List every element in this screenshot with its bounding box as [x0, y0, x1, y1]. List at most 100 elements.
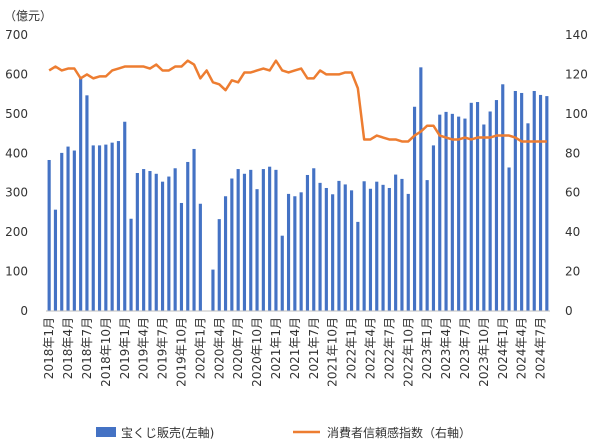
x-tick-label-1: 2018年4月	[61, 317, 75, 379]
bar-1	[53, 209, 58, 311]
bar-36	[274, 169, 278, 311]
bar-76	[526, 123, 530, 311]
left-tick-label-3: 300	[5, 186, 28, 200]
bar-24	[198, 203, 202, 311]
bar-50	[362, 181, 366, 311]
bar-16	[148, 171, 152, 311]
left-axis-ticks: 0 100 200 300 400 500 600 700	[5, 28, 28, 318]
x-tick-label-23: 2023年10月	[477, 317, 491, 387]
bar-46	[337, 180, 341, 311]
bar-13	[129, 218, 133, 311]
bar-53	[381, 184, 385, 311]
bar-7	[91, 145, 95, 311]
bar-60	[425, 180, 429, 311]
bar-28	[223, 196, 228, 311]
x-tick-label-15: 2021年10月	[326, 317, 340, 387]
bar-48	[349, 190, 354, 311]
x-tick-label-14: 2021年7月	[307, 317, 321, 379]
bar-59	[419, 67, 423, 311]
right-tick-label-0: 0	[565, 304, 573, 318]
bar-54	[387, 187, 391, 311]
right-tick-label-7: 140	[565, 28, 588, 42]
bar-51	[368, 188, 373, 311]
left-tick-label-0: 0	[20, 304, 28, 318]
bar-8	[97, 145, 102, 311]
bar-30	[236, 169, 240, 311]
bar-21	[179, 202, 184, 311]
x-tick-label-6: 2019年7月	[156, 317, 170, 379]
bar-71	[494, 100, 499, 311]
bar-65	[457, 116, 461, 312]
bar-57	[406, 193, 410, 311]
bar-61	[431, 145, 436, 311]
right-tick-label-1: 20	[565, 265, 580, 279]
bar-41	[305, 174, 310, 311]
bar-63	[444, 111, 448, 311]
bar-29	[230, 178, 234, 311]
x-tick-label-3: 2018年10月	[99, 317, 113, 387]
bar-9	[104, 144, 108, 311]
bar-26	[211, 269, 215, 311]
bar-6	[85, 95, 89, 311]
x-tick-label-12: 2021年1月	[269, 317, 283, 379]
right-axis-ticks: 0 20 40 60 80 100 120 140	[565, 28, 588, 318]
x-tick-label-19: 2022年10月	[401, 317, 415, 387]
x-tick-label-26: 2024年7月	[534, 317, 548, 379]
bar-33	[255, 189, 259, 311]
bar-75	[520, 92, 524, 312]
bar-44	[324, 187, 328, 311]
x-tick-label-11: 2020年10月	[250, 317, 264, 387]
bar-12	[123, 121, 127, 312]
bar-23	[192, 148, 196, 311]
bar-10	[110, 142, 114, 311]
bar-66	[463, 118, 467, 311]
bar-79	[545, 96, 549, 311]
bar-27	[217, 219, 221, 311]
right-tick-label-6: 120	[565, 67, 588, 81]
x-tick-label-17: 2022年4月	[363, 317, 377, 379]
bar-45	[331, 194, 335, 311]
bar-49	[356, 221, 360, 311]
left-tick-label-2: 200	[5, 225, 28, 239]
x-tick-label-2: 2018年7月	[80, 317, 94, 379]
bar-4	[72, 150, 76, 311]
x-tick-label-13: 2021年4月	[288, 317, 302, 379]
bar-31	[242, 173, 247, 311]
bar-64	[450, 113, 454, 311]
bar-15	[142, 169, 146, 311]
bar-72	[501, 84, 505, 311]
bar-70	[488, 111, 492, 312]
confidence-line	[48, 59, 547, 143]
bar-22	[186, 161, 190, 311]
x-tick-label-5: 2019年4月	[137, 317, 151, 379]
bar-56	[400, 178, 404, 311]
x-tick-label-24: 2024年1月	[496, 317, 510, 379]
bar-68	[475, 102, 480, 311]
bar-38	[286, 193, 291, 311]
x-tick-label-4: 2019年1月	[118, 317, 132, 379]
bar-67	[469, 102, 473, 311]
bar-58	[412, 106, 417, 311]
bar-3	[66, 146, 70, 311]
bar-78	[538, 94, 543, 312]
left-tick-label-1: 100	[5, 265, 28, 279]
right-tick-label-2: 40	[565, 225, 580, 239]
bar-37	[280, 235, 284, 311]
x-tick-label-8: 2020年1月	[193, 317, 207, 379]
right-tick-label-5: 100	[565, 107, 588, 121]
bar-52	[375, 181, 379, 311]
bar-55	[394, 174, 398, 311]
bar-74	[513, 90, 517, 312]
bar-35	[268, 166, 272, 311]
bar-14	[135, 173, 139, 311]
right-tick-label-3: 60	[565, 186, 580, 200]
left-tick-label-5: 500	[5, 107, 28, 121]
bars-layer	[47, 67, 549, 312]
bar-19	[167, 176, 171, 311]
x-tick-label-18: 2022年7月	[382, 317, 396, 379]
legend-line-label: 消費者信頼感指数（右軸）	[327, 425, 471, 440]
bar-42	[312, 168, 316, 311]
bar-32	[249, 169, 253, 311]
bar-40	[299, 192, 303, 311]
left-tick-label-7: 700	[5, 28, 28, 42]
